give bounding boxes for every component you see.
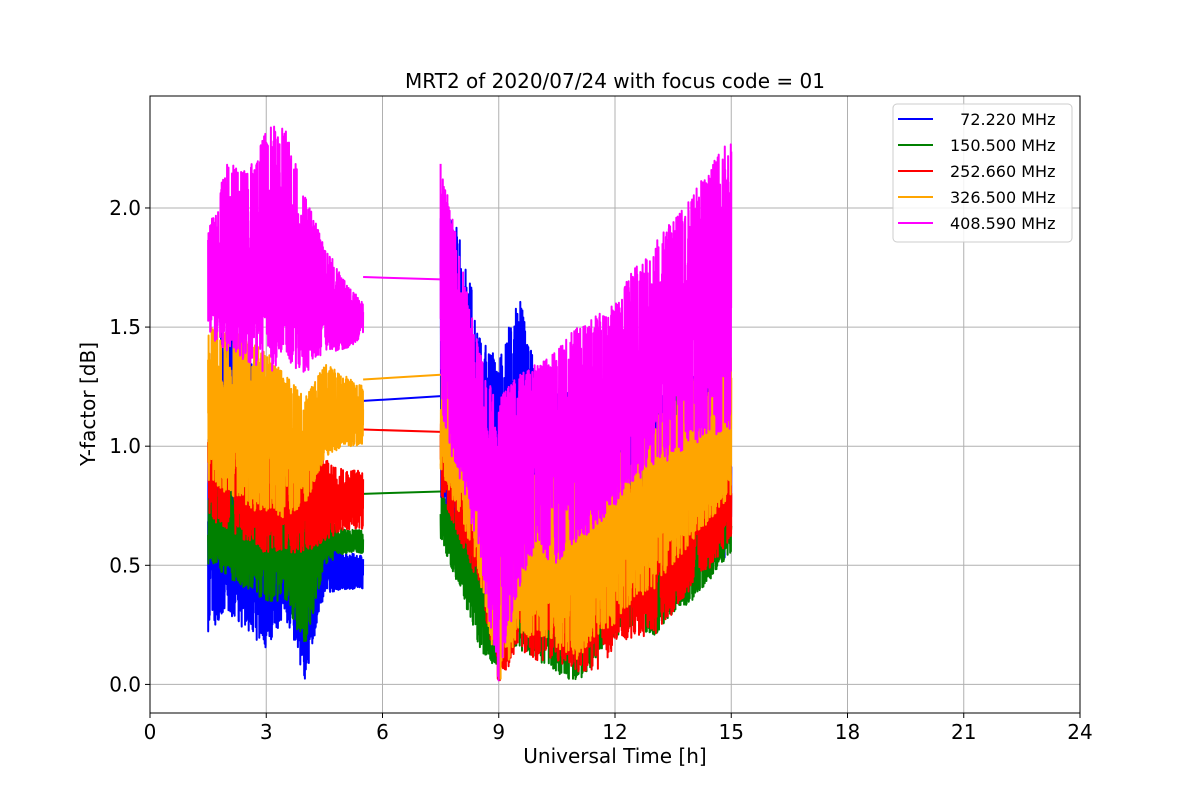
- series-trace: [207, 125, 365, 373]
- y-tick-label: 1.5: [109, 315, 141, 339]
- x-tick-label: 0: [144, 720, 157, 744]
- x-tick-label: 3: [260, 720, 273, 744]
- legend-box: [892, 103, 1073, 243]
- x-tick-label: 15: [719, 720, 744, 744]
- gap-line: [363, 276, 441, 281]
- x-axis-label: Universal Time [h]: [523, 744, 706, 768]
- series-trace: [207, 326, 365, 519]
- gap-line: [363, 428, 441, 433]
- y-tick-label: 1.0: [109, 434, 141, 458]
- legend-label: 326.500 MHz: [950, 188, 1055, 207]
- x-tick-label: 24: [1067, 720, 1092, 744]
- legend-label: 408.590 MHz: [950, 214, 1055, 233]
- legend-label: 150.500 MHz: [950, 136, 1055, 155]
- series-trace: [439, 143, 733, 682]
- gap-line: [363, 373, 441, 381]
- x-tick-label: 9: [492, 720, 505, 744]
- y-tick-label: 0.0: [109, 672, 141, 696]
- legend-label: 72.220 MHz: [950, 110, 1055, 129]
- legend: 72.220 MHz 150.500 MHz 252.660 MHz 326.500 …: [892, 103, 1073, 243]
- plot-area: [207, 125, 733, 682]
- chart-title: MRT2 of 2020/07/24 with focus code = 01: [405, 69, 825, 93]
- gap-line: [363, 490, 441, 495]
- x-axis: 0 3 6 9 12 15 18 21 24: [144, 713, 1093, 744]
- x-tick-label: 6: [376, 720, 389, 744]
- y-tick-label: 2.0: [109, 196, 141, 220]
- y-tick-label: 0.5: [109, 553, 141, 577]
- y-axis-label: Y-factor [dB]: [76, 342, 100, 467]
- x-tick-label: 18: [835, 720, 860, 744]
- legend-label: 252.660 MHz: [950, 162, 1055, 181]
- x-tick-label: 21: [951, 720, 976, 744]
- series-4: [207, 125, 733, 682]
- x-tick-label: 12: [602, 720, 627, 744]
- gap-line: [363, 395, 441, 402]
- y-axis: 0.0 0.5 1.0 1.5 2.0: [109, 196, 150, 696]
